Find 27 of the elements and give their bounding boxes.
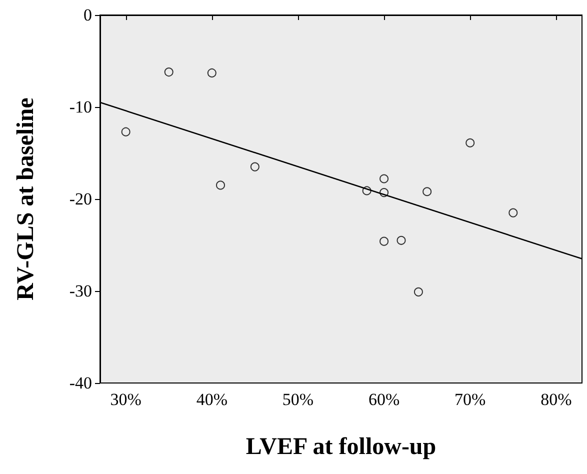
x-tick-label: 40% [196, 390, 228, 409]
x-axis-title: LVEF at follow-up [246, 434, 436, 460]
point [121, 127, 130, 136]
y-tick-label: 0 [84, 6, 92, 24]
point [414, 287, 423, 296]
point [380, 174, 389, 184]
y-tick-label: -20 [69, 190, 92, 208]
point [396, 236, 406, 245]
x-tick-label: 80% [540, 390, 572, 409]
point [466, 138, 475, 148]
point [380, 188, 389, 198]
point [207, 68, 216, 78]
point [164, 68, 174, 77]
point [380, 236, 389, 246]
x-tick-label: 30% [110, 390, 142, 409]
x-tick-label: 70% [454, 390, 486, 409]
point [250, 162, 260, 172]
point [362, 186, 372, 196]
y-tick-label: -40 [69, 374, 92, 392]
y-axis-title: RV-GLS at baseline [13, 97, 39, 300]
point [508, 208, 518, 218]
point [422, 187, 432, 196]
y-tick-label: -30 [69, 282, 92, 300]
point [216, 180, 225, 190]
y-tick-label: -10 [69, 98, 92, 116]
x-tick-label: 60% [368, 390, 400, 409]
x-tick-label: 50% [282, 390, 314, 409]
